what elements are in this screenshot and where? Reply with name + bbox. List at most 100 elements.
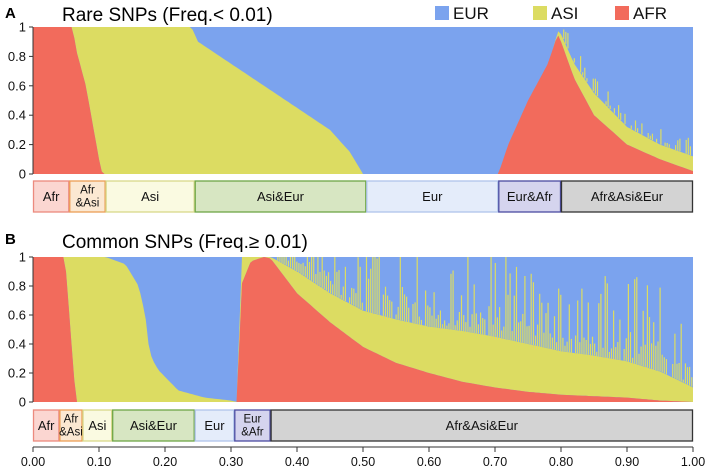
asi-streak: [306, 257, 308, 278]
asi-streak: [691, 377, 693, 387]
category-box: Afr&Asi: [59, 409, 83, 442]
asi-streak: [389, 300, 391, 318]
category-label: Afr: [43, 189, 60, 204]
asi-streak: [505, 257, 507, 339]
asi-streak: [676, 363, 678, 380]
y-tick-label: 0.4: [8, 108, 26, 123]
asi-streak: [619, 319, 621, 360]
panel-b-y-axis: 0 0.2 0.4 0.6 0.8 1: [8, 250, 34, 410]
asi-streak: [630, 125, 632, 129]
category-label: Asi&Eur: [130, 418, 178, 433]
asi-streak: [281, 257, 283, 263]
asi-streak: [589, 343, 591, 355]
panel-a: A Rare SNPs (Freq.< 0.01) 0 0.2 0.4 0.6 0.8 1…: [5, 5, 694, 213]
asi-streak: [524, 276, 526, 344]
panel-b-category-boxes: Afr Afr&Asi Asi Asi&Eur Eur Eur&Afr Afr&Asi&Eu…: [32, 409, 694, 442]
category-box: Eur&Afr: [234, 409, 271, 442]
asi-streak: [625, 338, 627, 362]
asi-streak: [655, 345, 657, 371]
x-tick-label: 0.00: [21, 455, 45, 469]
asi-streak: [332, 284, 334, 295]
asi-streak: [283, 257, 285, 265]
asi-streak: [657, 341, 659, 371]
asi-streak: [689, 366, 691, 386]
x-tick-label: 0.60: [417, 455, 441, 469]
category-rect: [105, 180, 195, 213]
asi-streak: [634, 279, 636, 364]
asi-streak: [477, 324, 479, 334]
asi-streak: [353, 288, 355, 306]
asi-streak: [397, 306, 399, 320]
category-label: Afr&Asi&Eur: [591, 189, 664, 204]
asi-streak: [596, 81, 599, 97]
panel-a-letter: A: [5, 5, 16, 22]
x-tick-label: 0.40: [285, 455, 309, 469]
asi-streak: [637, 128, 639, 133]
asi-streak: [480, 312, 482, 335]
asi-streak: [300, 264, 302, 274]
category-rect: [234, 409, 271, 442]
asi-streak: [406, 296, 408, 322]
asi-streak: [441, 324, 444, 329]
category-box: Afr&Asi&Eur: [270, 409, 694, 442]
y-tick-label: 0.2: [8, 366, 26, 381]
asi-streak: [592, 78, 594, 92]
asi-streak: [482, 318, 484, 335]
asi-streak: [679, 138, 681, 152]
category-label: Asi&Eur: [257, 189, 305, 204]
asi-streak: [429, 307, 431, 327]
asi-streak: [414, 302, 416, 324]
asi-streak: [359, 266, 361, 309]
asi-streak: [620, 112, 622, 120]
asi-streak: [488, 306, 490, 336]
asi-streak: [656, 138, 658, 143]
asi-streak: [526, 326, 528, 344]
x-tick-label: 0.80: [549, 455, 573, 469]
asi-streak: [304, 266, 306, 277]
panel-b-letter: B: [5, 231, 16, 248]
panel-b-title: Common SNPs (Freq.≥ 0.01): [62, 232, 308, 253]
asi-streak: [412, 304, 414, 323]
asi-streak: [311, 257, 313, 281]
asi-streak: [458, 312, 460, 331]
category-rect: [82, 409, 113, 442]
asi-streak: [649, 135, 651, 140]
category-label: &Asi: [59, 427, 83, 439]
asi-streak: [687, 137, 689, 155]
legend-swatch-eur: [435, 6, 449, 20]
category-label: Afr: [80, 185, 95, 197]
asi-streak: [618, 105, 620, 118]
asi-streak: [365, 257, 368, 312]
y-tick-label: 0.2: [8, 137, 26, 152]
asi-streak: [319, 271, 321, 287]
category-label: Asi: [141, 189, 159, 204]
category-rect: [366, 180, 499, 213]
category-label: Eur: [243, 414, 261, 426]
asi-streak: [361, 302, 363, 310]
asi-streak: [277, 257, 279, 261]
panel-b: B Common SNPs (Freq.≥ 0.01) 0 0.2 0.4 0.6 0.…: [5, 231, 694, 442]
asi-streak: [651, 343, 653, 369]
asi-streak: [511, 331, 513, 341]
panel-b-minority-streaks: [277, 257, 693, 387]
x-axis: 0.00 0.10 0.20 0.30 0.40 0.50 0.60 0.70 0.80 0.90…: [21, 446, 705, 469]
asi-streak: [425, 290, 427, 326]
asi-streak: [606, 283, 608, 358]
asi-streak: [579, 342, 581, 354]
asi-streak: [646, 285, 648, 368]
asi-streak: [642, 310, 644, 367]
asi-streak: [349, 297, 351, 304]
asi-streak: [549, 333, 551, 349]
x-tick-label: 0.90: [615, 455, 639, 469]
asi-streak: [577, 300, 579, 354]
asi-streak: [302, 262, 304, 276]
asi-streak: [566, 341, 568, 352]
asi-streak: [608, 351, 610, 359]
category-rect: [498, 180, 562, 213]
legend: EUR ASI AFR: [435, 4, 667, 23]
asi-streak: [677, 140, 679, 151]
category-box: Asi&Eur: [112, 409, 195, 442]
asi-streak: [296, 261, 298, 271]
y-tick-label: 0.8: [8, 279, 26, 294]
